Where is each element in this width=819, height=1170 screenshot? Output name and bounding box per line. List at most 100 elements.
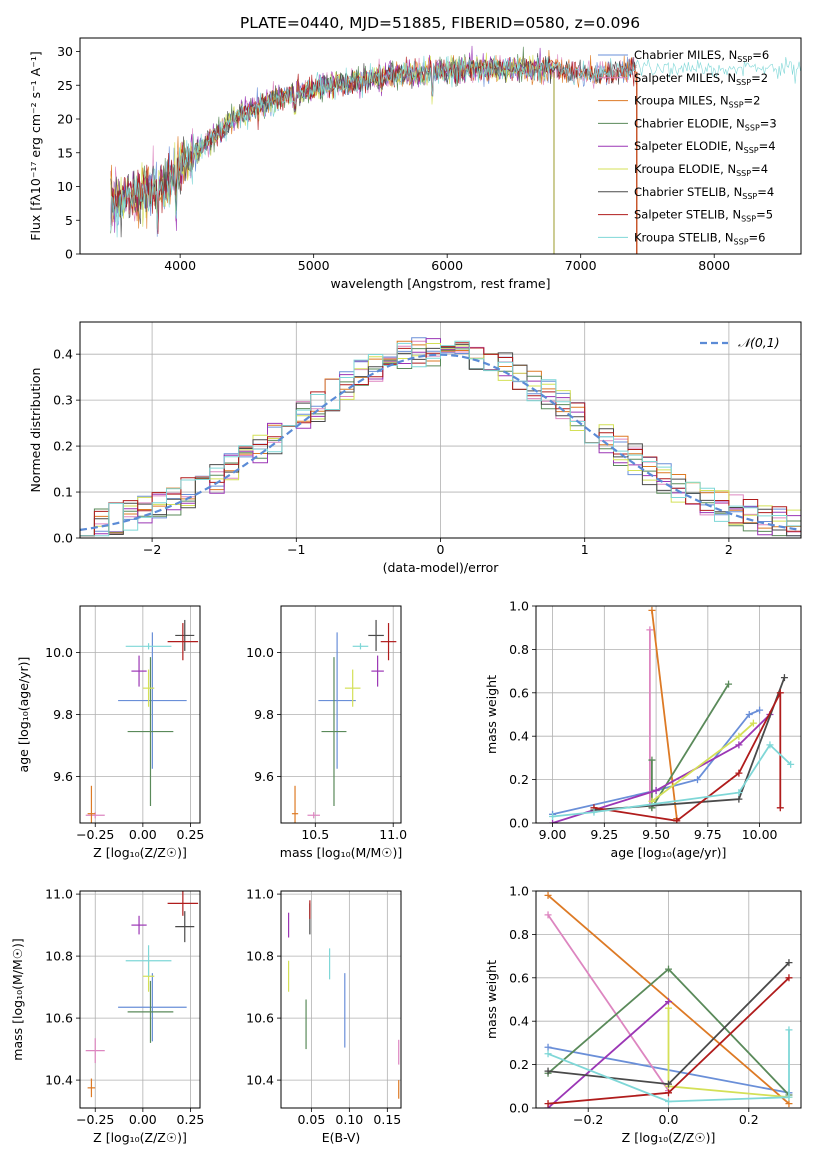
weight-line bbox=[593, 677, 786, 811]
error-point bbox=[127, 657, 174, 806]
x-axis-label: E(B-V) bbox=[322, 1130, 361, 1145]
error-point bbox=[127, 980, 174, 1043]
x-tick-label: 1 bbox=[581, 542, 589, 557]
y-tick-label: 0.4 bbox=[509, 729, 529, 744]
weight-marker bbox=[785, 1100, 793, 1108]
panel-mass-vs-ebv: 0.05 0.10 0.15 10.4 10.6 10.8 11.0 E(B-V) bbox=[246, 887, 402, 1145]
spectrum-line bbox=[110, 53, 637, 238]
x-tick-label: 0.00 bbox=[129, 827, 157, 842]
error-point bbox=[291, 785, 299, 823]
plot-area bbox=[291, 619, 397, 823]
weight-marker bbox=[756, 706, 764, 714]
plot-area bbox=[85, 619, 199, 823]
y-axis-label: Flux [fλ10⁻¹⁷ erg cm⁻² s⁻¹ A⁻¹] bbox=[28, 51, 43, 240]
error-point bbox=[307, 812, 320, 819]
error-point bbox=[371, 655, 384, 687]
y-tick-label: 10.0 bbox=[246, 645, 274, 660]
weight-marker bbox=[693, 776, 701, 784]
error-point bbox=[344, 669, 361, 707]
x-tick-label: 0.05 bbox=[297, 1112, 325, 1127]
weight-marker bbox=[549, 819, 557, 823]
error-point bbox=[380, 623, 397, 661]
error-point bbox=[87, 785, 96, 823]
weight-line bbox=[547, 914, 670, 1092]
legend-label: 𝒩(0,1) bbox=[738, 335, 780, 350]
weight-marker bbox=[549, 812, 557, 820]
weight-marker bbox=[648, 756, 656, 764]
y-tick-label: 10.8 bbox=[45, 949, 73, 964]
y-tick-label: 0.8 bbox=[509, 642, 529, 657]
y-tick-label: 0.6 bbox=[509, 970, 529, 985]
y-tick-label: 0.0 bbox=[509, 1101, 529, 1116]
y-tick-label: 11.0 bbox=[246, 887, 274, 902]
legend: Chabrier MILES, NSSP=6 Salpeter MILES, NS… bbox=[598, 48, 777, 246]
weight-marker bbox=[652, 786, 660, 794]
y-tick-label: 5 bbox=[65, 213, 73, 228]
y-axis-label: Normed distribution bbox=[28, 368, 43, 493]
x-tick-label: 9.75 bbox=[694, 827, 722, 842]
weight-marker bbox=[785, 1093, 793, 1101]
weight-marker bbox=[665, 1004, 672, 1012]
x-tick-label: 0.25 bbox=[177, 1112, 205, 1127]
error-point bbox=[118, 973, 187, 1042]
y-tick-label: 0 bbox=[65, 247, 73, 262]
weight-marker bbox=[544, 891, 552, 899]
axes-border bbox=[79, 890, 201, 1109]
weight-line bbox=[547, 1001, 670, 1108]
x-tick-label: −0.2 bbox=[573, 1112, 603, 1127]
error-point bbox=[142, 669, 155, 707]
axes-border bbox=[79, 37, 802, 255]
error-point bbox=[318, 632, 356, 769]
legend-label: Salpeter MILES, NSSP=2 bbox=[634, 71, 768, 87]
x-axis-label: wavelength [Angstrom, rest frame] bbox=[330, 276, 550, 291]
y-tick-label: 9.6 bbox=[53, 769, 73, 784]
weight-marker bbox=[785, 959, 793, 967]
y-tick-label: 0.2 bbox=[53, 439, 73, 454]
weight-marker bbox=[544, 1050, 552, 1058]
error-point bbox=[175, 911, 195, 943]
x-axis-label: age [log₁₀(age/yr)] bbox=[611, 845, 727, 860]
y-tick-label: 0.4 bbox=[53, 347, 73, 362]
panel-spectrum: 4000 5000 6000 7000 8000 0 5 10 15 20 25 30 waveleng… bbox=[28, 37, 802, 291]
error-point bbox=[321, 657, 347, 806]
x-tick-label: 9.00 bbox=[539, 827, 567, 842]
y-tick-label: 9.8 bbox=[53, 707, 73, 722]
x-tick-label: −2 bbox=[143, 542, 161, 557]
axes-frame: 9.00 9.25 9.50 9.75 10.00 0.0 0.2 0.4 0.6 0.8 1.0 a… bbox=[484, 599, 802, 860]
figure-title: PLATE=0440, MJD=51885, FIBERID=0580, z=0… bbox=[240, 14, 640, 32]
y-tick-label: 0.1 bbox=[53, 485, 73, 500]
normal-curve bbox=[80, 353, 801, 531]
x-tick-label: 0 bbox=[437, 542, 445, 557]
legend-label: Chabrier STELIB, NSSP=4 bbox=[634, 185, 774, 201]
y-tick-label: 9.6 bbox=[254, 769, 274, 784]
x-tick-label: 0.00 bbox=[129, 1112, 157, 1127]
weight-marker bbox=[735, 795, 743, 803]
weight-marker bbox=[665, 1089, 672, 1097]
axes-border bbox=[280, 890, 402, 1109]
spectrum-line bbox=[110, 55, 801, 238]
weight-marker bbox=[735, 769, 743, 777]
panel-age-vs-mass: 10.5 11.0 9.6 9.8 10.0 mass [log₁₀(M/M☉)] bbox=[246, 605, 407, 860]
weight-marker bbox=[544, 1043, 552, 1051]
y-tick-label: 10.6 bbox=[246, 1011, 274, 1026]
y-axis-label: age [log₁₀(age/yr)] bbox=[16, 657, 31, 773]
panel-weight-vs-Z: −0.2 0.0 0.2 0.0 0.2 0.4 0.6 0.8 1.0 Z [log₁₀(Z/Z… bbox=[484, 884, 802, 1145]
x-tick-label: −0.25 bbox=[76, 1112, 114, 1127]
x-tick-label: 2 bbox=[725, 542, 733, 557]
x-tick-label: 7000 bbox=[565, 258, 597, 273]
weight-marker bbox=[735, 741, 743, 749]
axes-frame: −0.25 0.00 0.25 9.6 9.8 10.0 Z [log₁₀(Z/Z☉)] ag… bbox=[16, 605, 204, 860]
weight-marker bbox=[725, 680, 733, 688]
plot-area bbox=[110, 45, 801, 254]
y-tick-label: 10.4 bbox=[246, 1073, 274, 1088]
x-axis-label: Z [log₁₀(Z/Z☉)] bbox=[93, 1130, 187, 1145]
plot-area bbox=[80, 337, 801, 537]
weight-marker bbox=[544, 1067, 552, 1075]
x-tick-label: 11.0 bbox=[379, 827, 407, 842]
weight-marker bbox=[544, 911, 552, 919]
x-tick-label: 9.50 bbox=[642, 827, 670, 842]
weight-marker bbox=[745, 711, 753, 718]
plot-area bbox=[549, 606, 795, 823]
weight-marker bbox=[648, 606, 656, 614]
x-tick-label: 0.10 bbox=[335, 1112, 363, 1127]
